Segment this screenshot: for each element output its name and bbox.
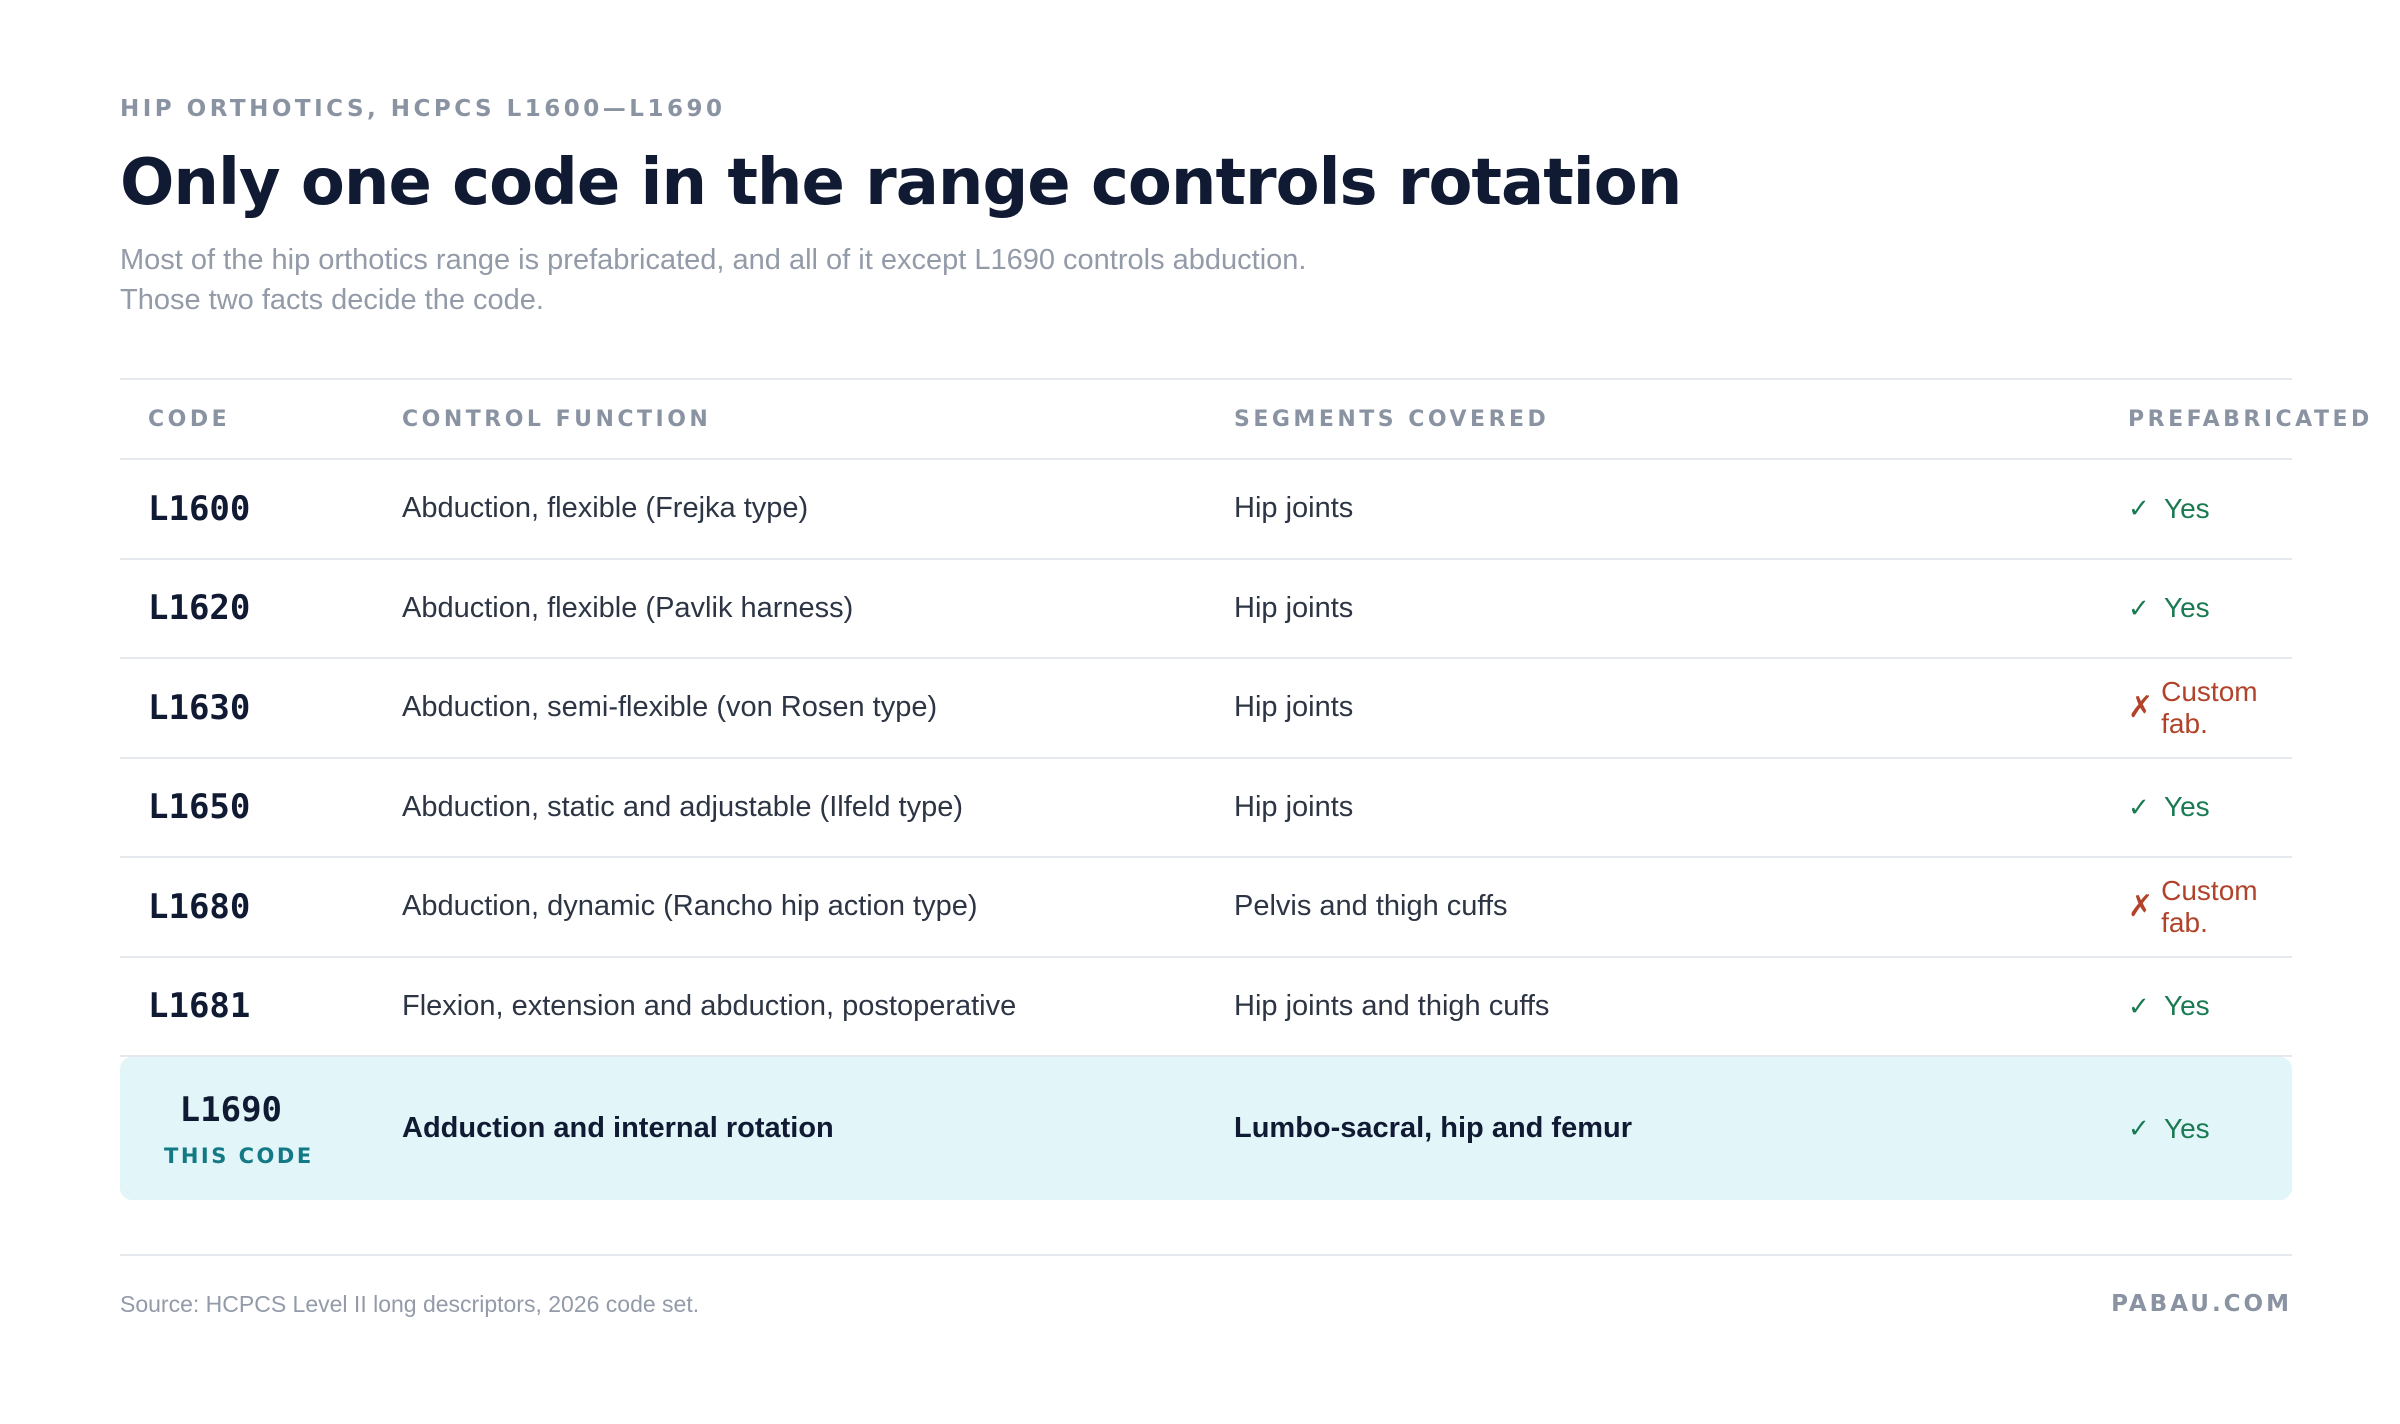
function-cell: Abduction, flexible (Frejka type) — [402, 492, 809, 525]
check-icon: ✓ — [2128, 990, 2150, 1021]
prefab-label: Custom fab. — [2161, 675, 2258, 739]
cross-icon: ✗ — [2128, 691, 2154, 725]
prefab-cell: ✓ Yes — [2128, 958, 2210, 1056]
segments-cell: Hip joints — [1234, 492, 1354, 525]
segments-cell: Lumbo-sacral, hip and femur — [1234, 1112, 1632, 1144]
function-cell: Abduction, dynamic (Rancho hip action ty… — [402, 890, 978, 923]
table-row: L1680 Abduction, dynamic (Rancho hip act… — [120, 858, 2292, 958]
function-cell: Abduction, flexible (Pavlik harness) — [402, 591, 854, 624]
prefab-label: Yes — [2164, 791, 2210, 823]
prefab-label: Yes — [2164, 990, 2210, 1022]
subtitle-line-2: Those two facts decide the code. — [120, 284, 544, 316]
code-cell: L1681 — [148, 986, 251, 1027]
cross-icon: ✗ — [2128, 890, 2154, 924]
segments-cell: Hip joints — [1234, 691, 1354, 724]
prefab-label: Custom fab. — [2161, 874, 2258, 938]
brand-link[interactable]: PABAU.COM — [2111, 1291, 2292, 1317]
subtitle-line-1: Most of the hip orthotics range is prefa… — [120, 244, 1307, 276]
table-row: L1620 Abduction, flexible (Pavlik harnes… — [120, 560, 2292, 659]
column-header-code: CODE — [148, 406, 231, 432]
codes-table: CODE CONTROL FUNCTION SEGMENTS COVERED P… — [120, 378, 2369, 1200]
source-note: Source: HCPCS Level II long descriptors,… — [120, 1291, 700, 1317]
eyebrow: HIP ORTHOTICS, HCPCS L1600—L1690 — [120, 96, 726, 122]
function-cell: Abduction, semi-flexible (von Rosen type… — [402, 691, 938, 724]
prefab-cell: ✗ Custom fab. — [2128, 858, 2292, 956]
page-subtitle: Most of the hip orthotics range is prefa… — [120, 240, 1620, 320]
segments-cell: Hip joints — [1234, 790, 1354, 823]
page-title: Only one code in the range controls rota… — [120, 146, 1682, 220]
check-icon: ✓ — [2128, 791, 2150, 822]
check-icon: ✓ — [2128, 592, 2150, 623]
prefab-label: Yes — [2164, 492, 2210, 524]
function-cell: Adduction and internal rotation — [402, 1112, 834, 1144]
code-cell: L1680 — [148, 886, 251, 927]
table-row: L1600 Abduction, flexible (Frejka type) … — [120, 460, 2292, 560]
footer-divider — [120, 1254, 2292, 1256]
check-icon: ✓ — [2128, 493, 2150, 524]
segments-cell: Hip joints and thigh cuffs — [1234, 989, 1550, 1022]
segments-cell: Pelvis and thigh cuffs — [1234, 890, 1508, 923]
check-icon: ✓ — [2128, 1113, 2150, 1143]
table-row: L1630 Abduction, semi-flexible (von Rose… — [120, 659, 2292, 759]
column-header-segments: SEGMENTS COVERED — [1234, 406, 1550, 432]
this-code-badge: THIS CODE — [164, 1143, 314, 1168]
prefab-label: Yes — [2164, 592, 2210, 624]
column-header-prefabricated: PREFABRICATED — [2128, 406, 2373, 432]
code-cell: L1630 — [148, 687, 251, 728]
page: HIP ORTHOTICS, HCPCS L1600—L1690 Only on… — [120, 0, 2369, 1424]
segments-cell: Hip joints — [1234, 591, 1354, 624]
table-header-row: CODE CONTROL FUNCTION SEGMENTS COVERED P… — [120, 380, 2369, 460]
column-header-function: CONTROL FUNCTION — [402, 406, 712, 432]
code-cell: L1600 — [148, 488, 251, 529]
function-cell: Abduction, static and adjustable (Ilfeld… — [402, 790, 963, 823]
code-cell: L1650 — [148, 787, 251, 828]
table-row: L1650 Abduction, static and adjustable (… — [120, 759, 2292, 858]
prefab-cell: ✓ Yes — [2128, 560, 2210, 658]
function-cell: Flexion, extension and abduction, postop… — [402, 989, 1017, 1022]
prefab-cell: ✓ Yes — [2128, 759, 2210, 857]
code-cell: L1620 — [148, 588, 251, 629]
prefab-cell: ✓ Yes — [2128, 460, 2210, 558]
table-row: L1681 Flexion, extension and abduction, … — [120, 958, 2292, 1057]
highlighted-table-row: L1690 THIS CODE Adduction and internal r… — [120, 1057, 2292, 1200]
code-cell: L1690 THIS CODE — [148, 1057, 314, 1200]
prefab-label: Yes — [2164, 1112, 2210, 1144]
prefab-cell: ✓ Yes — [2128, 1057, 2210, 1200]
prefab-cell: ✗ Custom fab. — [2128, 659, 2292, 757]
highlight-code: L1690 — [179, 1089, 283, 1130]
